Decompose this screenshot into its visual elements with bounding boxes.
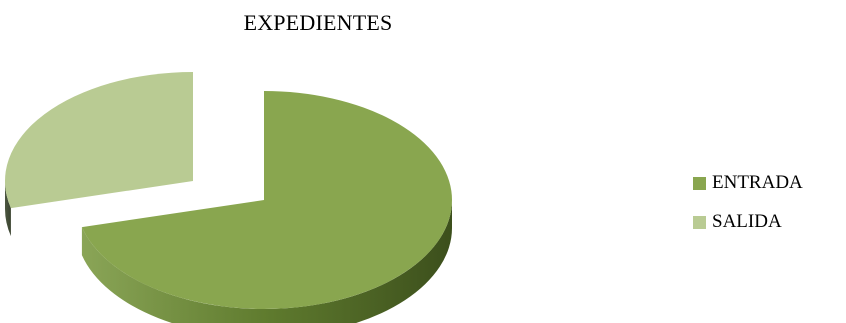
legend-swatch-salida xyxy=(693,215,706,229)
legend-item-entrada: ENTRADA xyxy=(693,172,803,194)
pie-slice-salida xyxy=(4,71,193,237)
legend-swatch-entrada xyxy=(693,176,706,190)
slice-top xyxy=(4,71,193,209)
pie-slice-entrada xyxy=(81,91,452,323)
slice-side xyxy=(5,181,11,237)
chart-title: EXPEDIENTES xyxy=(243,10,393,35)
legend-item-salida: SALIDA xyxy=(693,211,803,233)
legend: ENTRADA SALIDA xyxy=(693,172,803,250)
legend-label-salida: SALIDA xyxy=(712,211,782,232)
legend-label-entrada: ENTRADA xyxy=(712,172,803,193)
slice-top xyxy=(81,91,452,309)
